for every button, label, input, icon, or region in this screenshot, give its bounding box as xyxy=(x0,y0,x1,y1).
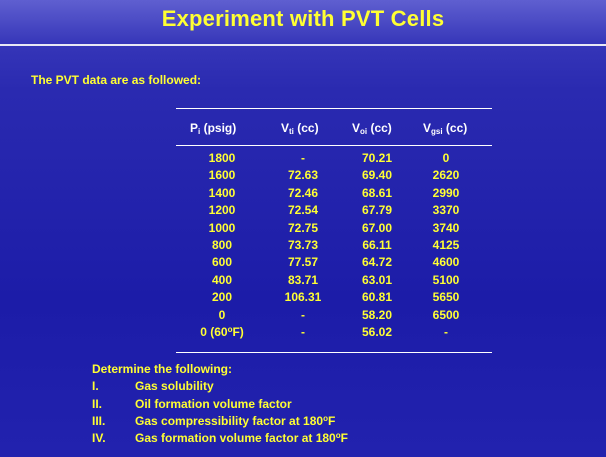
cell-gas-volume: 4125 xyxy=(432,238,460,252)
header-total-volume: Vti (cc) xyxy=(281,121,319,136)
cell-oil-volume: 58.20 xyxy=(361,307,393,322)
header-pressure: Pi (psig) xyxy=(190,121,237,136)
cell-gas-volume: 4600 xyxy=(432,255,460,270)
cell-gas-volume: 6500 xyxy=(432,307,460,322)
cell-oil-volume: 69.40 xyxy=(361,168,393,183)
cell-pressure: 1800 xyxy=(208,151,236,165)
table-bottom-rule xyxy=(176,352,492,353)
cell-gas-volume: 3370 xyxy=(432,203,460,218)
cell-total-volume: 83.71 xyxy=(287,272,319,287)
cell-pressure: 800 xyxy=(211,238,233,252)
cell-oil-volume: 67.00 xyxy=(361,220,393,235)
cell-total-volume: 72.63 xyxy=(287,168,319,183)
cell-oil-volume: 70.21 xyxy=(361,151,393,165)
slide-title: Experiment with PVT Cells xyxy=(161,6,445,31)
cell-pressure: 1600 xyxy=(208,168,236,183)
cell-oil-volume: 64.72 xyxy=(361,255,393,270)
cell-gas-volume: 0 xyxy=(442,151,450,165)
cell-total-volume: 72.54 xyxy=(287,203,319,218)
cell-total-volume: 72.46 xyxy=(287,185,319,200)
cell-oil-volume: 68.61 xyxy=(361,185,393,200)
task-item: IV. Gas formation volume factor at 180oF xyxy=(92,431,348,445)
cell-pressure: 0 (60oF) xyxy=(200,325,244,339)
cell-oil-volume: 67.79 xyxy=(361,203,393,218)
cell-pressure: 1000 xyxy=(208,220,236,235)
cell-gas-volume: 2990 xyxy=(432,185,460,200)
cell-total-volume: - xyxy=(301,307,305,322)
cell-oil-volume: 66.11 xyxy=(362,238,392,252)
task-item: II. Oil formation volume factor xyxy=(92,397,292,411)
cell-total-volume: 77.57 xyxy=(287,255,319,270)
cell-pressure: 200 xyxy=(211,290,233,305)
tasks-heading: Determine the following: xyxy=(92,362,233,376)
cell-pressure: 600 xyxy=(211,255,233,270)
header-gas-volume: Vgsi (cc) xyxy=(423,121,468,136)
intro-text: The PVT data are as followed: xyxy=(31,73,202,87)
cell-total-volume: 73.73 xyxy=(287,238,319,252)
task-item: III. Gas compressibility factor at 180oF xyxy=(92,414,336,428)
cell-pressure: 1400 xyxy=(208,185,236,200)
cell-total-volume: 106.31 xyxy=(284,290,322,305)
cell-oil-volume: 60.81 xyxy=(361,290,393,305)
title-divider xyxy=(0,44,606,46)
cell-oil-volume: 63.01 xyxy=(361,272,393,287)
cell-oil-volume: 56.02 xyxy=(361,325,393,339)
cell-gas-volume: 2620 xyxy=(432,168,460,183)
cell-total-volume: 72.75 xyxy=(287,220,319,235)
task-item: I. Gas solubility xyxy=(92,379,214,393)
table-top-rule xyxy=(176,108,492,109)
cell-total-volume: - xyxy=(301,325,305,339)
cell-gas-volume: 3740 xyxy=(432,220,460,235)
cell-pressure: 400 xyxy=(211,272,233,287)
cell-pressure: 1200 xyxy=(208,203,236,218)
cell-total-volume: - xyxy=(301,151,305,165)
table-header-rule xyxy=(176,145,492,146)
cell-pressure: 0 xyxy=(218,307,226,322)
header-oil-volume: Voi (cc) xyxy=(352,121,392,136)
cell-gas-volume: 5650 xyxy=(432,290,460,305)
cell-gas-volume: 5100 xyxy=(432,272,460,287)
cell-gas-volume: - xyxy=(444,325,448,339)
